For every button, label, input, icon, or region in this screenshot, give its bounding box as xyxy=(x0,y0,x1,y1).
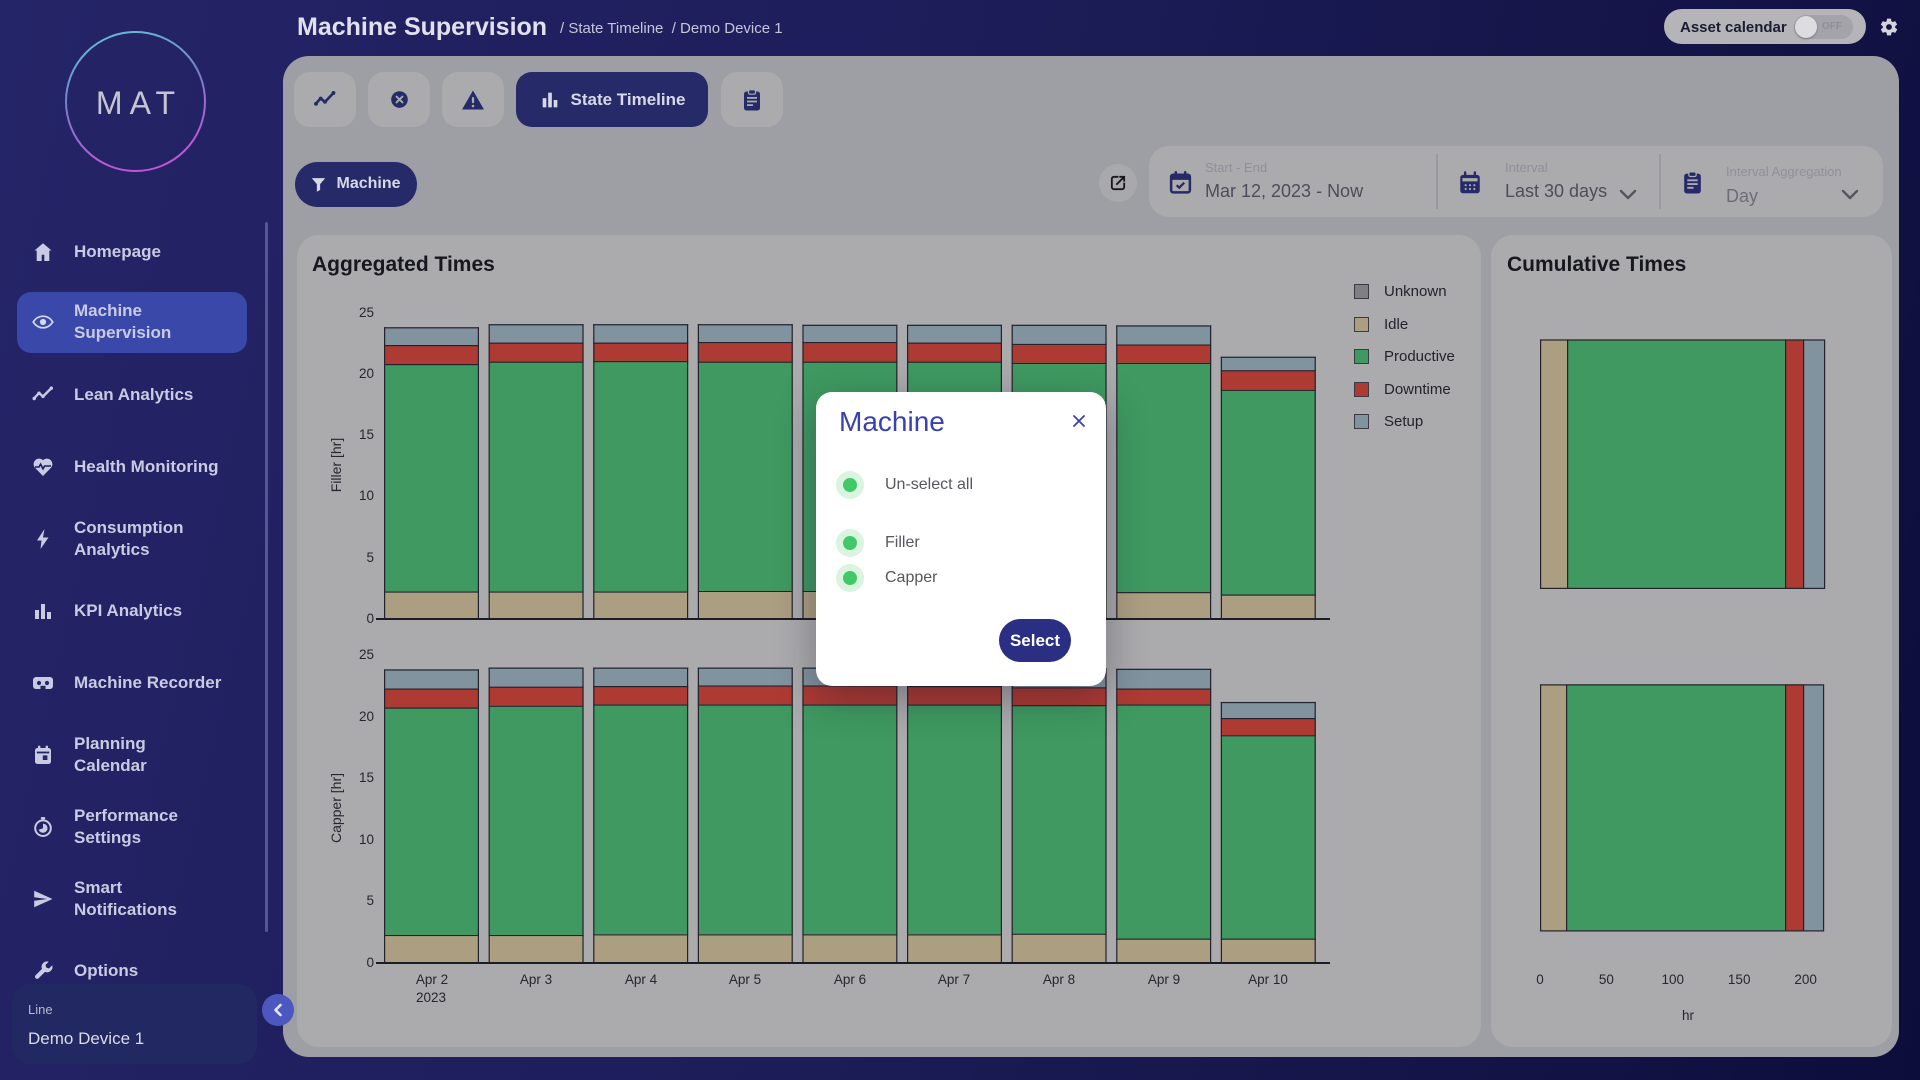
svg-text:MAT: MAT xyxy=(96,85,182,121)
